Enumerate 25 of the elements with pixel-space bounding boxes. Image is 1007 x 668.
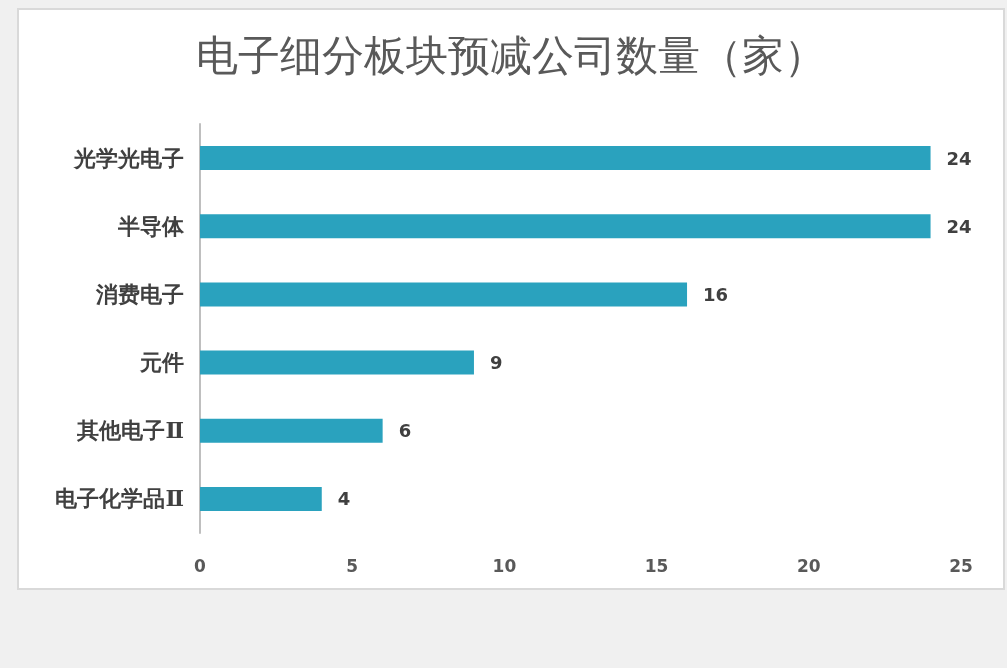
bar xyxy=(200,350,474,375)
bar xyxy=(200,418,383,443)
data-label: 4 xyxy=(337,488,351,510)
x-tick-label: 5 xyxy=(346,555,359,576)
data-label: 9 xyxy=(489,352,503,374)
y-tick-label: 消费电子 xyxy=(95,281,184,307)
y-tick-label: 其他电子Ⅱ xyxy=(76,418,184,444)
chart-title: 电子细分板块预减公司数量（家） xyxy=(196,33,826,79)
bar xyxy=(200,214,931,239)
x-tick-label: 0 xyxy=(194,555,207,576)
y-tick-label: 电子化学品Ⅱ xyxy=(55,486,184,512)
data-label: 16 xyxy=(703,283,729,305)
x-tick-label: 15 xyxy=(644,555,669,576)
x-tick-label: 25 xyxy=(949,555,973,576)
bar xyxy=(200,486,322,511)
x-tick-label: 20 xyxy=(796,555,821,576)
x-tick-label: 10 xyxy=(492,555,517,576)
bar xyxy=(200,146,931,171)
bar xyxy=(200,282,688,307)
y-tick-label: 元件 xyxy=(139,350,184,376)
data-label: 6 xyxy=(398,420,412,442)
data-label: 24 xyxy=(946,215,972,237)
y-tick-label: 光学光电子 xyxy=(73,145,184,171)
data-label: 24 xyxy=(946,147,972,169)
y-tick-label: 半导体 xyxy=(117,213,185,239)
